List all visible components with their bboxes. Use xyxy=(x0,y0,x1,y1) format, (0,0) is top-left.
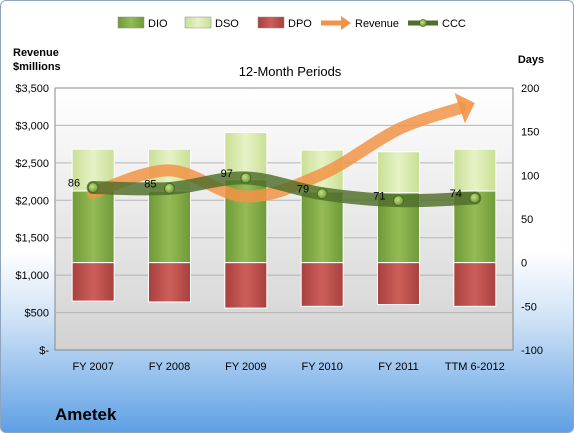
category-label: TTM 6-2012 xyxy=(445,361,505,373)
ccc-data-label: 86 xyxy=(68,178,80,190)
right-tick-label: 150 xyxy=(521,127,539,139)
ccc-point xyxy=(87,182,99,194)
left-tick-label: $- xyxy=(39,345,49,357)
right-tick-label: 200 xyxy=(521,83,539,95)
bar-dpo xyxy=(377,262,420,306)
legend-swatch xyxy=(117,16,145,29)
right-tick-label: -50 xyxy=(521,301,537,313)
legend-label: DPO xyxy=(288,18,312,30)
bar-dio xyxy=(148,190,191,264)
bar-dpo xyxy=(453,262,497,307)
left-tick-label: $500 xyxy=(25,308,49,320)
right-tick-label: 100 xyxy=(521,170,539,182)
ccc-series: 86 85 97 79 71 74 xyxy=(68,168,482,208)
ccc-data-label: 85 xyxy=(144,178,156,190)
legend-label: DIO xyxy=(148,18,168,30)
legend-label: Revenue xyxy=(355,18,399,30)
chart-title: 12-Month Periods xyxy=(239,64,342,79)
legend-swatch xyxy=(257,16,285,29)
category-label: FY 2009 xyxy=(225,361,266,373)
bar-dpo xyxy=(224,262,268,309)
right-tick-label: 50 xyxy=(521,214,533,226)
bar-dio xyxy=(300,191,344,264)
bar-dso xyxy=(453,148,497,192)
ccc-data-label: 71 xyxy=(373,191,385,203)
right-tick-label: -100 xyxy=(521,345,543,357)
legend-label: CCC xyxy=(442,18,466,30)
legend-label: DSO xyxy=(215,18,239,30)
bar-dio xyxy=(71,190,115,264)
ccc-point xyxy=(240,172,252,184)
axes: $- $500 $1,000 $1,500 $2,000 $2,500 $3,000 $3,5… xyxy=(15,83,543,373)
left-axis-label: Revenue $millions xyxy=(13,47,61,73)
revenue-series xyxy=(87,93,475,203)
left-tick-label: $2,500 xyxy=(15,158,49,170)
ccc-data-label: 79 xyxy=(297,184,309,196)
bar-dpo xyxy=(71,262,115,302)
category-label: FY 2008 xyxy=(149,361,190,373)
company-name: Ametek xyxy=(55,405,117,424)
category-label: FY 2007 xyxy=(72,361,113,373)
category-label: FY 2011 xyxy=(378,361,419,373)
left-tick-label: $3,000 xyxy=(15,120,49,132)
bar-dpo xyxy=(148,262,191,303)
ccc-point xyxy=(316,188,328,200)
gridlines xyxy=(55,124,513,314)
right-axis-label: Days xyxy=(518,54,544,66)
ccc-data-label: 74 xyxy=(450,188,462,200)
left-tick-label: $3,500 xyxy=(15,83,49,95)
bars xyxy=(71,132,497,309)
left-tick-label: $1,500 xyxy=(15,233,49,245)
ccc-point xyxy=(393,195,404,207)
revenue-arrowhead xyxy=(454,93,475,124)
ccc-point xyxy=(164,182,175,194)
bar-dpo xyxy=(300,262,344,307)
revenue-line xyxy=(87,102,466,203)
bar-dso xyxy=(377,151,420,194)
plot-area xyxy=(54,87,514,351)
legend-swatch-dot xyxy=(419,19,427,27)
ccc-data-label: 97 xyxy=(221,168,233,180)
category-label: FY 2010 xyxy=(301,361,342,373)
ccc-line xyxy=(86,171,482,208)
legend-swatch-head xyxy=(341,16,351,30)
ccc-point xyxy=(469,192,481,204)
left-tick-label: $1,000 xyxy=(15,270,49,282)
left-tick-label: $2,000 xyxy=(15,195,49,207)
legend-swatch xyxy=(184,16,212,29)
legend: DIO DSO DPO Revenue CCC xyxy=(117,16,466,30)
right-tick-label: 0 xyxy=(521,258,527,270)
